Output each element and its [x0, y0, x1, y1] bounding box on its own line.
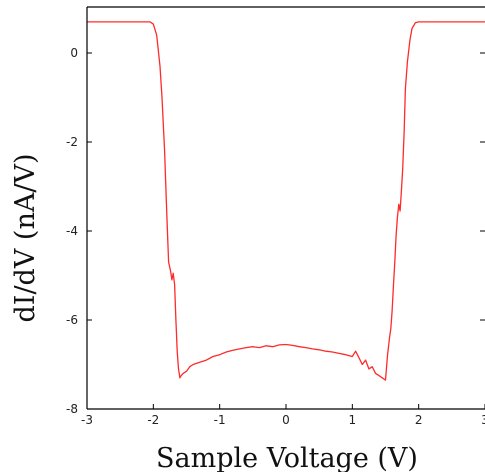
y-tick-label: 0 — [70, 46, 78, 60]
y-ticks: -8 -6 -4 -2 0 — [66, 46, 485, 416]
x-axis-title: Sample Voltage (V) — [156, 443, 418, 472]
x-tick-label: 0 — [282, 413, 290, 427]
x-ticks: -3 -2 -1 0 1 2 3 — [81, 404, 485, 427]
x-tick-label: -3 — [81, 413, 93, 427]
series-line-0 — [87, 21, 485, 381]
y-axis-title: dI/dV (nA/V) — [10, 154, 41, 323]
y-tick-label: -4 — [66, 224, 78, 238]
y-tick-label: -6 — [66, 313, 78, 327]
y-tick-label: -8 — [66, 402, 78, 416]
x-tick-label: 3 — [481, 413, 485, 427]
plot-area — [87, 7, 485, 409]
y-tick-label: -2 — [66, 135, 78, 149]
x-tick-label: -1 — [214, 413, 226, 427]
x-tick-label: 1 — [349, 413, 357, 427]
x-tick-label: -2 — [147, 413, 159, 427]
x-tick-label: 2 — [415, 413, 423, 427]
curve-layer — [87, 21, 485, 381]
